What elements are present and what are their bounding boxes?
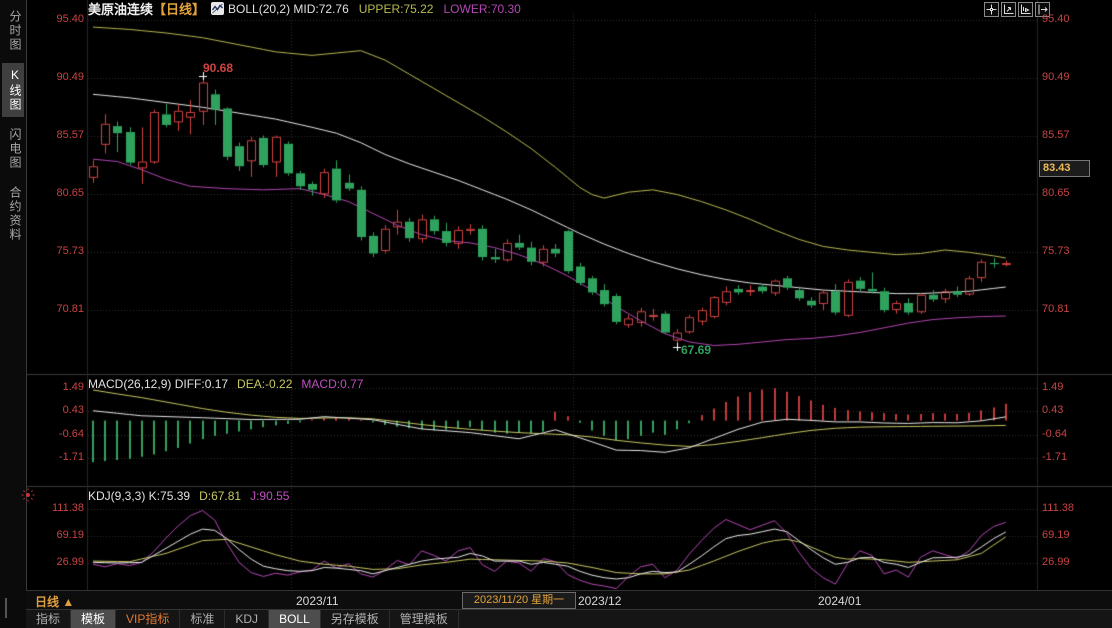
month-label: 2023/11 bbox=[296, 594, 339, 608]
last-price-tag: 83.43 bbox=[1039, 160, 1090, 177]
low-price-annotation: 67.69 bbox=[681, 343, 712, 357]
macd-axis-label: -0.64 bbox=[58, 428, 84, 440]
tab-boll[interactable]: BOLL bbox=[269, 610, 321, 628]
sidebar-scroll-thumb[interactable] bbox=[5, 598, 7, 618]
kdj-j-value: J:90.55 bbox=[250, 489, 290, 503]
kdj-axis-label: 26.99 bbox=[56, 556, 84, 568]
macd-axis-label: -1.71 bbox=[58, 451, 84, 463]
price-axis-label: 85.57 bbox=[1042, 129, 1070, 141]
kdj-axis-label: 69.19 bbox=[1042, 529, 1070, 541]
macd-axis-label: 1.49 bbox=[62, 381, 84, 393]
macd-axis-label: 1.49 bbox=[1042, 381, 1064, 393]
indicator-chart-icon[interactable] bbox=[211, 2, 225, 15]
price-axis-label: 75.73 bbox=[1042, 245, 1070, 257]
date-axis: 日线 ▲ 2023/11 2023/11/20 星期一 2023/12 2024… bbox=[26, 590, 1112, 610]
price-axis-label: 70.81 bbox=[1042, 303, 1070, 315]
high-price-annotation: 90.68 bbox=[203, 61, 234, 75]
price-axis-label: 95.40 bbox=[56, 13, 84, 25]
price-axis-label: 95.40 bbox=[1042, 13, 1070, 25]
kdj-params-k: KDJ(9,3,3) K:75.39 bbox=[88, 489, 191, 503]
macd-axis-label: -1.71 bbox=[1042, 451, 1068, 463]
tab-manage-templates[interactable]: 管理模板 bbox=[390, 610, 459, 628]
tab-kdj[interactable]: KDJ bbox=[225, 610, 270, 628]
price-axis-label: 85.57 bbox=[56, 129, 84, 141]
boll-lower-value: LOWER:70.30 bbox=[443, 1, 521, 16]
macd-header: MACD(26,12,9) DIFF:0.17 DEA:-0.22 MACD:0… bbox=[88, 377, 363, 391]
period-tag: 【日线】 bbox=[153, 2, 206, 17]
month-label: 2023/12 bbox=[578, 594, 622, 608]
kdj-axis-label: 26.99 bbox=[1042, 556, 1070, 568]
crosshair-icon[interactable] bbox=[984, 2, 999, 17]
x-axis-scale-icon[interactable] bbox=[1018, 2, 1033, 17]
tab-vip-indicators[interactable]: VIP指标 bbox=[116, 610, 181, 628]
macd-axis-label: 0.43 bbox=[1042, 404, 1064, 416]
price-axis-label: 90.49 bbox=[56, 71, 84, 83]
tab-indicators[interactable]: 指标 bbox=[26, 610, 72, 628]
macd-axis-label: 0.43 bbox=[62, 404, 84, 416]
macd-macd-value: MACD:0.77 bbox=[301, 377, 364, 391]
month-label: 2024/01 bbox=[818, 594, 862, 608]
kdj-axis-label: 111.38 bbox=[51, 502, 84, 514]
price-axis-label: 70.81 bbox=[56, 303, 84, 315]
boll-mid-value: BOLL(20,2) MID:72.76 bbox=[228, 1, 349, 16]
crosshair-date-tag: 2023/11/20 星期一 bbox=[462, 592, 576, 609]
indicator-tab-bar: 指标 模板 VIP指标 标准 KDJ BOLL 另存模板 管理模板 bbox=[26, 609, 1112, 628]
price-axis-label: 80.65 bbox=[56, 187, 84, 199]
tab-templates[interactable]: 模板 bbox=[71, 610, 117, 628]
y-axis-scale-icon[interactable] bbox=[1001, 2, 1016, 17]
price-axis-label: 90.49 bbox=[1042, 71, 1070, 83]
period-selector[interactable]: 日线 ▲ bbox=[35, 595, 75, 609]
kdj-axis-label: 69.19 bbox=[56, 529, 84, 541]
axis-pan-icon[interactable] bbox=[1035, 2, 1050, 17]
macd-axis-label: -0.64 bbox=[1042, 428, 1068, 440]
price-axis-label: 75.73 bbox=[56, 245, 84, 257]
tab-save-template[interactable]: 另存模板 bbox=[321, 610, 390, 628]
sidebar-item-kline-chart[interactable]: K线图 bbox=[2, 63, 24, 117]
kdj-header: KDJ(9,3,3) K:75.39 D:67.81 J:90.55 bbox=[88, 489, 289, 503]
sidebar-item-contract-info[interactable]: 合约资料 bbox=[8, 186, 22, 242]
kdj-axis-label: 111.38 bbox=[1042, 502, 1075, 514]
tab-standard[interactable]: 标准 bbox=[180, 610, 226, 628]
price-axis-label: 80.65 bbox=[1042, 187, 1070, 199]
symbol-name: 美原油连续 bbox=[88, 2, 154, 17]
macd-dea-value: DEA:-0.22 bbox=[237, 377, 293, 391]
kdj-d-value: D:67.81 bbox=[199, 489, 242, 503]
macd-params-diff: MACD(26,12,9) DIFF:0.17 bbox=[88, 377, 229, 391]
chart-header: 美原油连续 【日线】 BOLL(20,2) MID:72.76 UPPER:75… bbox=[88, 1, 521, 18]
kdj-settings-icon[interactable] bbox=[20, 487, 36, 503]
chart-type-sidebar: 分时图 K线图 闪电图 合约资料 bbox=[0, 0, 27, 628]
chart-toolbar bbox=[984, 2, 1052, 17]
boll-upper-value: UPPER:75.22 bbox=[358, 1, 434, 16]
sidebar-item-time-chart[interactable]: 分时图 bbox=[8, 10, 22, 52]
sidebar-item-flash-chart[interactable]: 闪电图 bbox=[8, 128, 22, 170]
